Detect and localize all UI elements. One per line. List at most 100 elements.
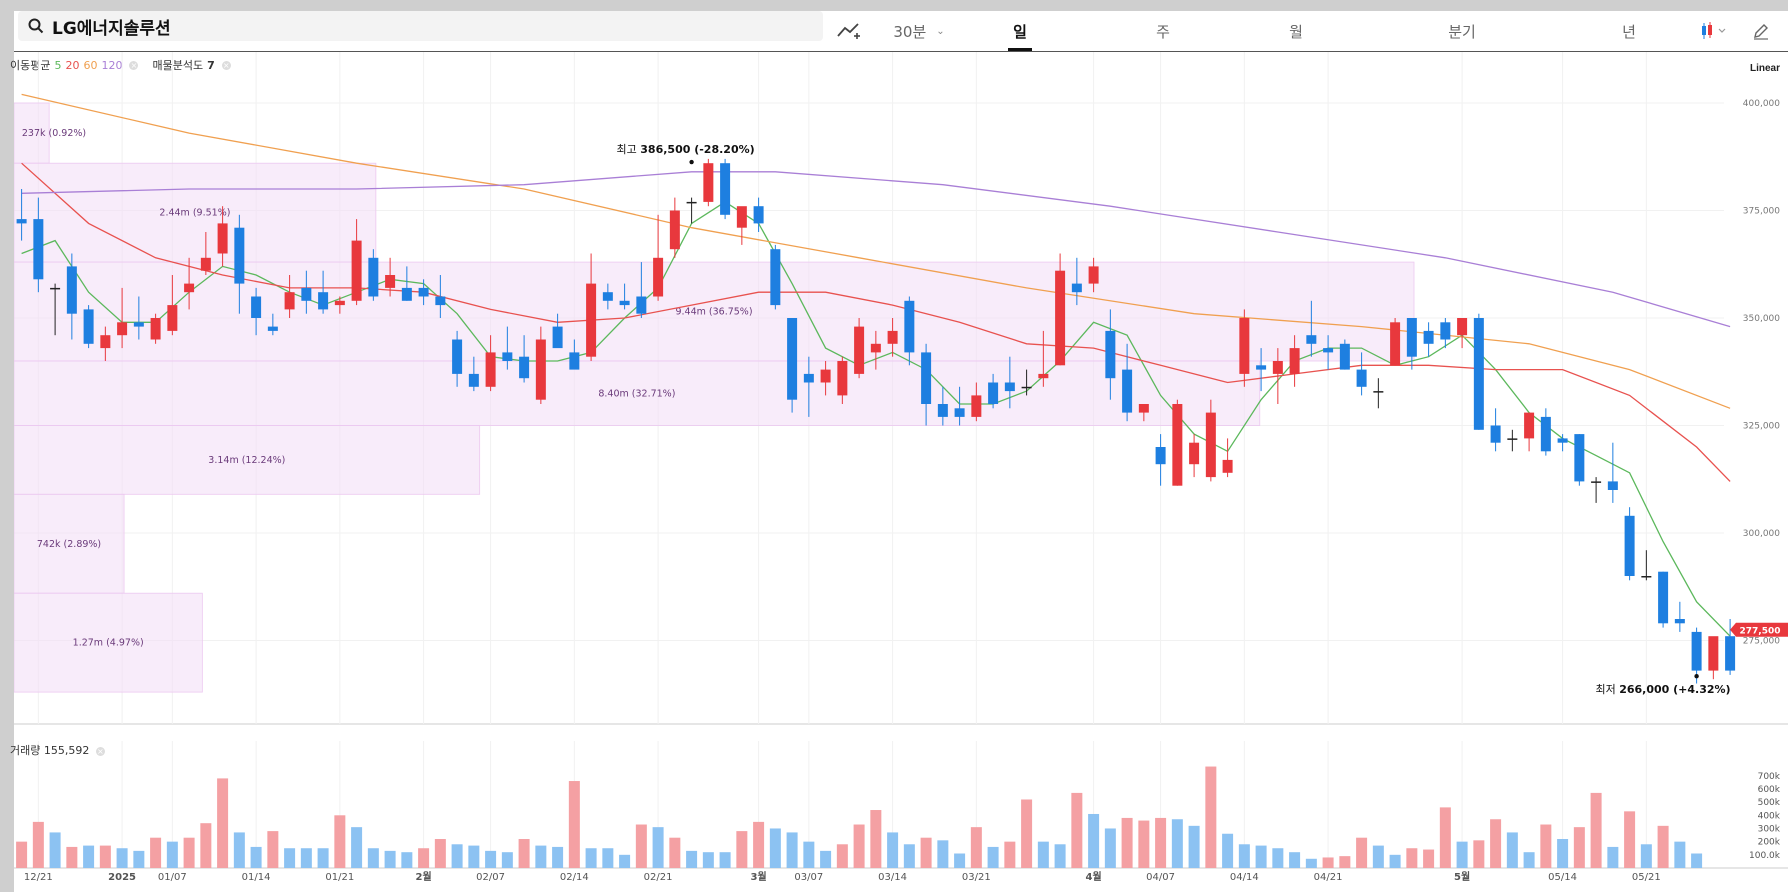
profile-value: 7 xyxy=(207,58,215,72)
price-chart[interactable]: 12/21 2025 01/07 01/14 01/21 2월 02/07 02/14 02/2… xyxy=(14,11,1788,892)
y-tick-label: 325,000 xyxy=(1743,422,1780,432)
candle-body xyxy=(1038,373,1049,379)
tab-month[interactable]: 월 xyxy=(1276,11,1316,51)
candle-body xyxy=(251,296,262,318)
y-tick-label: 300,000 xyxy=(1743,529,1780,539)
volume-legend: 거래량 155,592 × xyxy=(10,742,105,758)
edit-icon[interactable] xyxy=(1744,11,1778,51)
close-volume-icon[interactable]: × xyxy=(95,747,105,756)
volume-bar xyxy=(233,832,245,868)
candle-body xyxy=(217,223,228,254)
volume-bar xyxy=(937,840,949,868)
candle-body xyxy=(1071,283,1082,293)
y-tick-label: 350,000 xyxy=(1743,314,1780,324)
volume-bar xyxy=(769,828,781,868)
volume-bar xyxy=(200,823,212,868)
candle-body xyxy=(1641,576,1652,578)
volume-bar xyxy=(16,841,28,868)
x-tick-label: 02/21 xyxy=(644,872,673,883)
candle-body xyxy=(1122,369,1133,413)
tab-quarter-label: 분기 xyxy=(1448,22,1476,41)
x-tick-label: 03/21 xyxy=(962,872,991,883)
volume-bar xyxy=(535,845,547,868)
ma60-label: 60 xyxy=(83,58,98,72)
low-value: 266,000 (+4.32%) xyxy=(1619,683,1730,696)
x-tick-label: 04/21 xyxy=(1314,872,1343,883)
volume-bar xyxy=(384,850,396,868)
candle-body xyxy=(267,326,278,331)
candle-body xyxy=(1138,404,1149,413)
volume-bar xyxy=(1490,819,1502,868)
volume-profile-bar xyxy=(14,261,1415,362)
volume-bar xyxy=(518,839,530,868)
volume-bar xyxy=(1573,827,1585,868)
tab-week[interactable]: 주 xyxy=(1143,11,1183,51)
volume-bar xyxy=(669,837,681,868)
candle-body xyxy=(619,300,630,306)
volume-bar xyxy=(686,850,698,868)
candle-body xyxy=(1105,330,1116,379)
tab-year[interactable]: 년 xyxy=(1609,11,1649,51)
volume-profile-bar xyxy=(14,162,377,263)
y-tick-label: 375,000 xyxy=(1743,207,1780,217)
candle-body xyxy=(552,326,563,349)
candle-body xyxy=(200,257,211,271)
low-marker xyxy=(1694,674,1699,679)
candle-body xyxy=(1088,266,1099,284)
search-query: LG에너지솔루션 xyxy=(52,18,171,39)
volume-bar xyxy=(351,827,363,868)
volume-bar xyxy=(66,846,78,868)
candle-body xyxy=(418,287,429,297)
volume-bar xyxy=(719,852,731,868)
candle-body xyxy=(1457,318,1468,336)
candle-body xyxy=(1256,365,1267,370)
candle-body xyxy=(150,318,161,340)
volume-bar xyxy=(1289,852,1301,868)
candle-type-icon[interactable] xyxy=(1694,11,1734,51)
candle-body xyxy=(803,373,814,383)
candle-body xyxy=(988,382,999,404)
candle-body xyxy=(1607,481,1618,490)
candle-body xyxy=(1591,481,1602,483)
close-ma-icon[interactable]: × xyxy=(129,60,139,70)
candle-body xyxy=(318,292,329,310)
search-box[interactable]: LG에너지솔루션 xyxy=(18,11,823,41)
volume-bar xyxy=(183,837,195,868)
volume-bar xyxy=(970,827,982,868)
tab-day[interactable]: 일 xyxy=(1000,11,1040,51)
volume-bar xyxy=(133,850,145,868)
volume-bar xyxy=(1540,824,1552,868)
candle-body xyxy=(887,330,898,344)
tab-quarter[interactable]: 분기 xyxy=(1432,11,1492,51)
close-profile-icon[interactable]: × xyxy=(221,60,231,70)
x-tick-label: 02/14 xyxy=(560,872,589,883)
volume-bar xyxy=(987,846,999,868)
candle-body xyxy=(519,356,530,379)
drawing-tool-icon[interactable] xyxy=(834,11,864,51)
volume-bar xyxy=(1222,833,1234,868)
x-tick-label: 2월 xyxy=(416,871,432,883)
volume-tick-label: 300k xyxy=(1758,824,1781,834)
x-tick-label: 3월 xyxy=(751,871,767,883)
volume-bar xyxy=(920,837,932,868)
volume-bar xyxy=(887,832,899,868)
volume-bar xyxy=(217,778,229,868)
candle-body xyxy=(1004,382,1015,392)
volume-bar xyxy=(1607,846,1619,868)
volume-bar xyxy=(1205,766,1217,868)
candle-body xyxy=(1406,318,1417,357)
candle-body xyxy=(1725,636,1736,671)
volume-profile-label: 237k (0.92%) xyxy=(22,128,86,139)
x-tick-label: 01/14 xyxy=(242,872,271,883)
volume-bar xyxy=(300,848,312,868)
volume-bar xyxy=(501,852,513,868)
candle-body xyxy=(753,206,764,224)
candle-body xyxy=(686,201,697,204)
volume-bar xyxy=(1557,839,1569,868)
volume-profile-label: 1.27m (4.97%) xyxy=(73,638,144,649)
scale-mode[interactable]: Linear xyxy=(1749,63,1780,74)
interval-select[interactable]: 30분 ⌄ xyxy=(884,11,954,51)
volume-tick-label: 100.0k xyxy=(1749,851,1781,861)
candle-body xyxy=(1272,361,1283,374)
candle-body xyxy=(1289,348,1300,374)
